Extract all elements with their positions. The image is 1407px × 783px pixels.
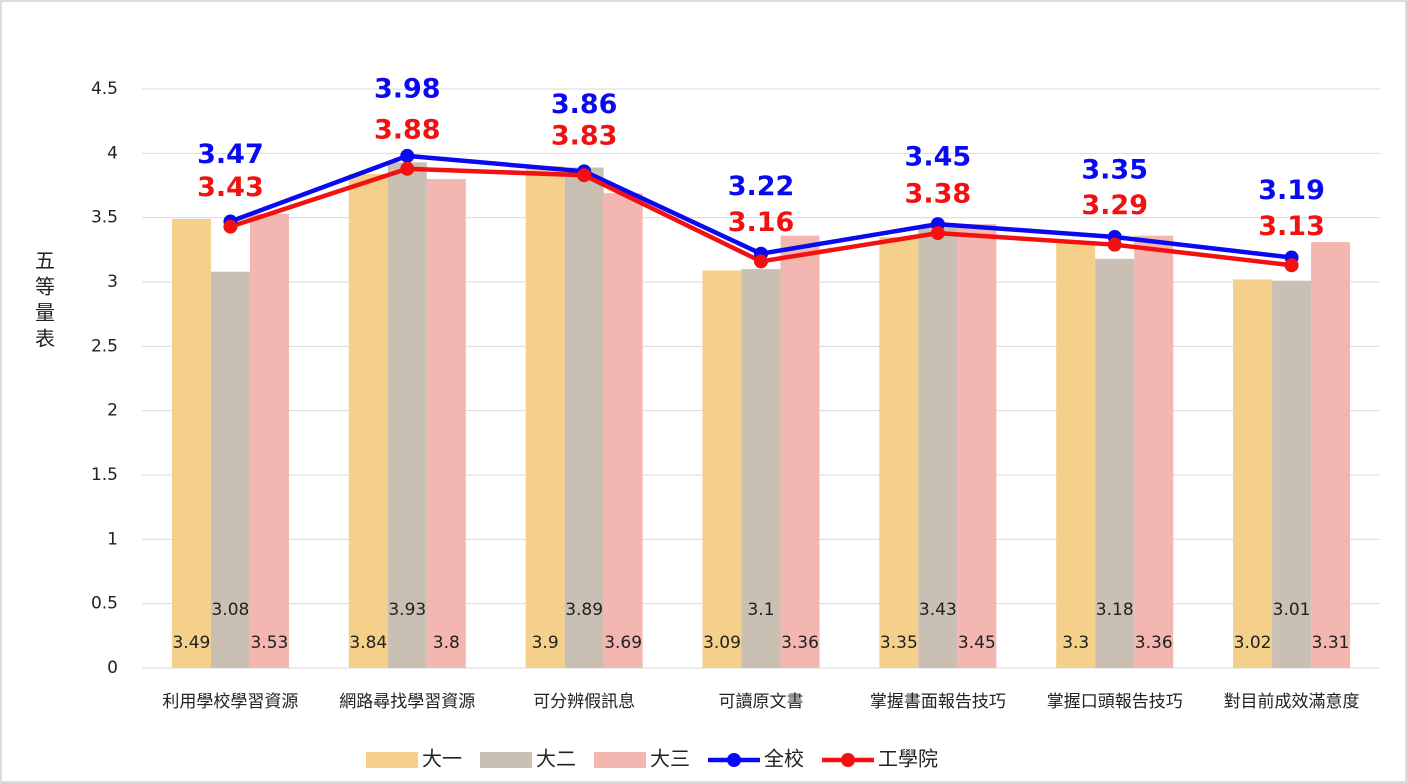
line-value-label: 3.47 — [197, 139, 264, 170]
bar — [171, 218, 211, 668]
x-tick-label: 網路尋找學習資源 — [339, 692, 475, 712]
line-value-label: 3.88 — [374, 114, 441, 145]
x-tick-label: 掌握口頭報告技巧 — [1047, 692, 1183, 712]
line-value-label: 3.19 — [1258, 175, 1325, 206]
bar — [1134, 235, 1174, 668]
bar-value-label: 3.02 — [1234, 633, 1272, 653]
line-value-label: 3.83 — [551, 121, 618, 152]
bar-value-label: 3.43 — [919, 600, 957, 620]
bar — [525, 166, 565, 668]
y-tick-label: 4 — [107, 143, 118, 163]
y-tick-label: 0.5 — [91, 594, 118, 614]
bar-value-label: 3.3 — [1062, 633, 1089, 653]
x-tick-label: 可分辨假訊息 — [533, 692, 635, 712]
bar-value-label: 3.8 — [433, 633, 460, 653]
bar-value-label: 3.69 — [604, 633, 642, 653]
legend-marker — [841, 753, 855, 767]
line-value-label: 3.98 — [374, 73, 441, 104]
line-point — [1284, 258, 1299, 273]
bar — [1233, 279, 1273, 668]
y-tick-label: 3.5 — [91, 208, 118, 228]
bar-value-label: 3.01 — [1273, 600, 1311, 620]
y-tick-label: 3 — [107, 272, 118, 292]
bar — [780, 235, 820, 668]
line-value-label: 3.22 — [728, 171, 795, 202]
y-tick-label: 2 — [107, 401, 118, 421]
bar-value-label: 3.1 — [747, 600, 774, 620]
bar — [249, 213, 289, 668]
x-tick-label: 掌握書面報告技巧 — [870, 692, 1006, 712]
y-tick-label: 0 — [107, 658, 118, 678]
bar-value-label: 3.45 — [958, 633, 996, 653]
y-tick-label: 1.5 — [91, 465, 118, 485]
line-value-label: 3.13 — [1258, 211, 1325, 242]
bar — [1272, 280, 1312, 668]
legend-label: 大二 — [536, 747, 576, 771]
line-value-label: 3.29 — [1081, 190, 1148, 221]
x-tick-label: 利用學校學習資源 — [162, 692, 298, 712]
y-tick-label: 2.5 — [91, 336, 118, 356]
bar — [387, 162, 427, 668]
bar — [957, 224, 997, 668]
y-tick-label: 1 — [107, 529, 118, 549]
bar — [1056, 243, 1096, 668]
legend-marker — [727, 753, 741, 767]
line-value-label: 3.16 — [728, 207, 795, 238]
bar — [879, 236, 919, 668]
bar-value-label: 3.36 — [1135, 633, 1173, 653]
bar-value-label: 3.84 — [349, 633, 387, 653]
y-axis-title: 五等量表 — [32, 250, 56, 354]
bar-value-label: 3.36 — [781, 633, 819, 653]
legend-swatch — [480, 752, 532, 768]
bar — [918, 226, 958, 668]
line-value-label: 3.43 — [197, 172, 264, 203]
legend-swatch — [366, 752, 418, 768]
bar — [1095, 258, 1135, 668]
bar — [564, 167, 604, 668]
bar — [603, 193, 643, 668]
legend-swatch — [594, 752, 646, 768]
bar-value-label: 3.93 — [388, 600, 426, 620]
y-tick-label: 4.5 — [91, 79, 118, 99]
line-point — [400, 148, 415, 163]
line-point — [1107, 237, 1122, 252]
x-tick-label: 可讀原文書 — [719, 692, 804, 712]
bar-value-label: 3.89 — [565, 600, 603, 620]
bar-value-label: 3.49 — [172, 633, 210, 653]
bar — [702, 270, 742, 668]
line-value-label: 3.45 — [905, 142, 972, 173]
bar — [741, 269, 781, 668]
legend-label: 大三 — [650, 747, 690, 771]
line-point — [223, 219, 238, 234]
line-point — [577, 168, 592, 183]
bar-value-label: 3.08 — [211, 600, 249, 620]
line-value-label: 3.86 — [551, 89, 618, 120]
bar-value-label: 3.53 — [250, 633, 288, 653]
line-value-label: 3.35 — [1081, 154, 1148, 185]
x-tick-label: 對目前成效滿意度 — [1224, 692, 1360, 712]
line-point — [930, 226, 945, 241]
bar-value-label: 3.31 — [1312, 633, 1350, 653]
bar-value-label: 3.9 — [532, 633, 559, 653]
legend-label: 全校 — [764, 747, 804, 771]
bar — [1311, 242, 1351, 668]
legend-label: 工學院 — [878, 747, 938, 771]
bar-value-label: 3.35 — [880, 633, 918, 653]
bar-value-label: 3.18 — [1096, 600, 1134, 620]
line-point — [754, 254, 768, 269]
bar — [210, 271, 250, 668]
bar — [426, 179, 466, 669]
line-value-label: 3.38 — [905, 179, 972, 210]
bar — [348, 173, 388, 669]
bar-value-label: 3.09 — [703, 633, 741, 653]
line-point — [400, 161, 415, 176]
legend-label: 大一 — [422, 747, 462, 771]
